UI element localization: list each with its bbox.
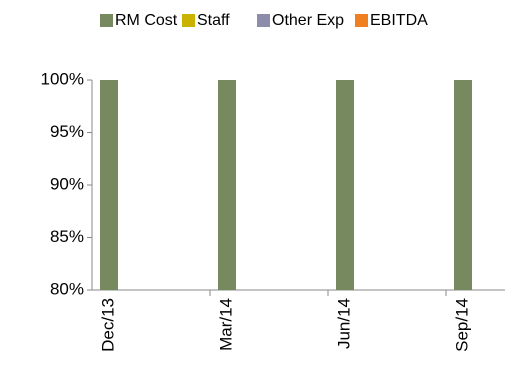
legend-label: EBITDA — [370, 12, 428, 29]
legend-swatch — [100, 14, 113, 27]
y-tick-label: 100% — [41, 69, 84, 88]
x-tick-label: Sep/14 — [452, 298, 471, 352]
legend: RM Cost Staff Other Exp EBITDA — [100, 12, 428, 29]
bar-segment — [454, 80, 472, 290]
legend-swatch — [257, 14, 270, 27]
y-tick-label: 95% — [50, 122, 84, 141]
legend-label: Staff — [197, 12, 230, 29]
y-tick-label: 90% — [50, 174, 84, 193]
x-tick-label: Mar/14 — [216, 298, 235, 351]
x-tick-label: Dec/13 — [98, 298, 117, 352]
y-tick-label: 80% — [50, 279, 84, 298]
y-tick-label: 85% — [50, 227, 84, 246]
legend-swatch — [355, 14, 368, 27]
bar-segment — [218, 80, 236, 290]
bar-segment — [336, 80, 354, 290]
bar-segment — [100, 80, 118, 290]
legend-swatch — [182, 14, 195, 27]
x-tick-label: Jun/14 — [334, 298, 353, 349]
legend-label: RM Cost — [115, 12, 178, 29]
legend-label: Other Exp — [272, 12, 344, 29]
